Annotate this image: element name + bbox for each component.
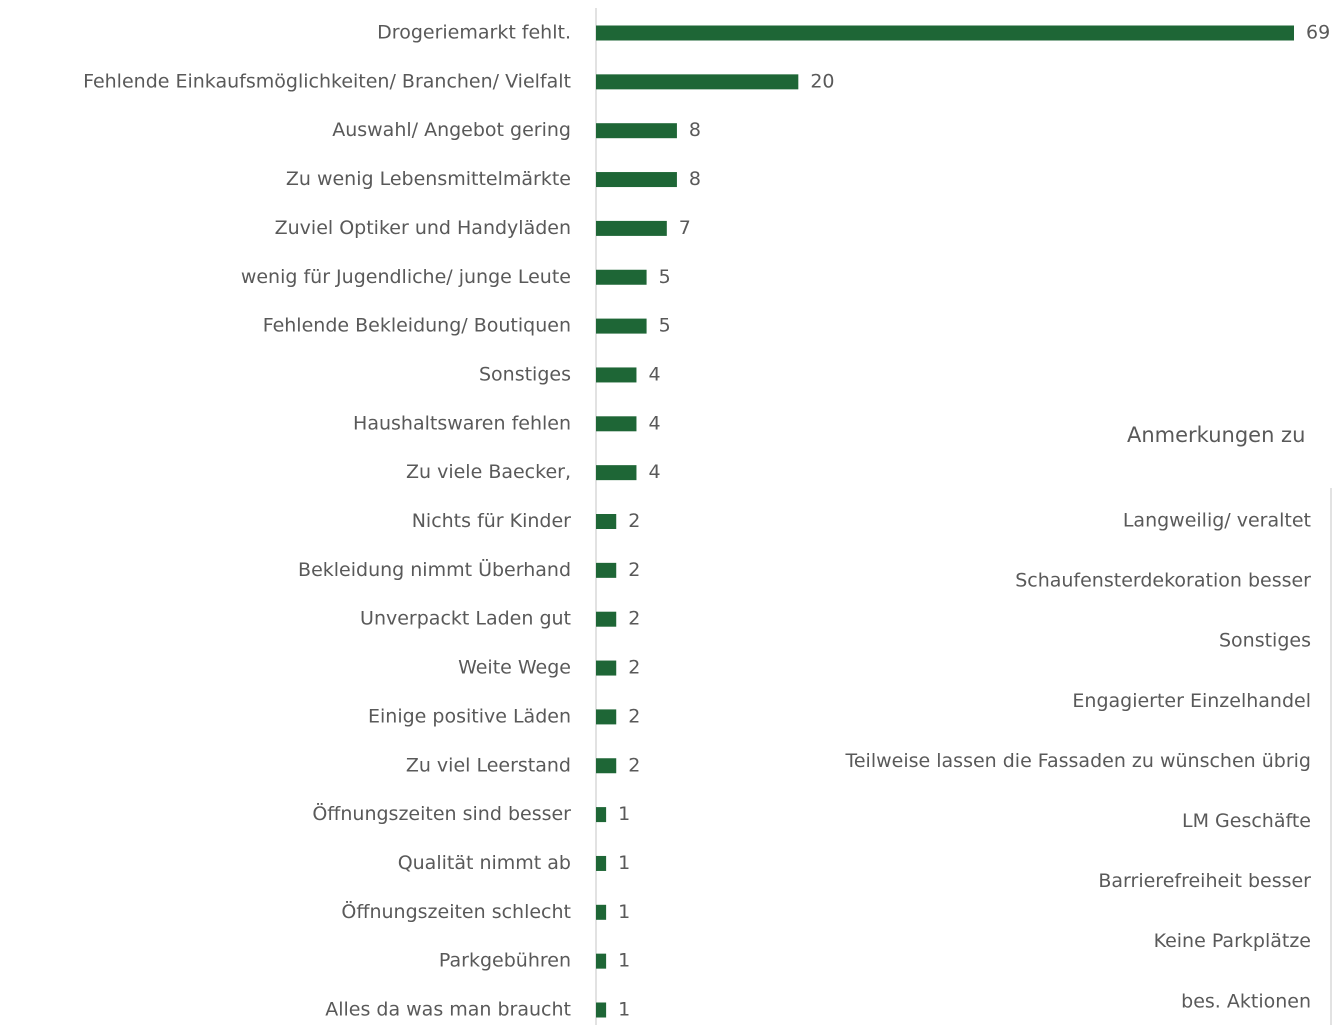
bar (596, 611, 617, 627)
category-label: Langweilig/ veraltet (1123, 510, 1311, 532)
category-label: Einige positive Läden (368, 705, 571, 727)
bar (596, 1002, 607, 1018)
bar (596, 269, 647, 285)
value-label: 2 (628, 608, 640, 630)
value-label: 2 (628, 510, 640, 532)
category-label: Öffnungszeiten sind besser (312, 802, 571, 825)
category-label: Alles da was man braucht (325, 999, 571, 1021)
bar (596, 318, 647, 334)
category-label: Teilweise lassen die Fassaden zu wünsche… (844, 750, 1311, 772)
value-label: 4 (648, 412, 660, 434)
bar (596, 465, 637, 481)
category-label: Zu viel Leerstand (406, 754, 571, 776)
value-label: 7 (679, 217, 691, 239)
category-label: Haushaltswaren fehlen (353, 412, 571, 434)
category-label: Fehlende Bekleidung/ Boutiquen (263, 315, 571, 337)
value-label: 5 (659, 266, 671, 288)
category-label: Engagierter Einzelhandel (1072, 690, 1311, 712)
bar (596, 709, 617, 725)
category-label: Zu viele Baecker, (406, 461, 571, 483)
category-label: Bekleidung nimmt Überhand (298, 558, 571, 581)
category-label: Unverpackt Laden gut (360, 608, 571, 630)
bar (596, 220, 667, 236)
chart-title: Anmerkungen zu (1127, 423, 1305, 447)
bar (596, 74, 799, 90)
value-label: 1 (618, 803, 630, 825)
category-label: Schaufensterdekoration besser (1015, 570, 1311, 592)
bar (596, 807, 607, 823)
category-label: Keine Parkplätze (1154, 930, 1311, 952)
category-label: Sonstiges (1219, 630, 1311, 652)
value-label: 8 (689, 119, 701, 141)
value-label: 2 (628, 705, 640, 727)
value-label: 2 (628, 559, 640, 581)
bar (596, 660, 617, 676)
bar (596, 123, 677, 139)
value-label: 1 (618, 950, 630, 972)
category-label: Weite Wege (458, 657, 571, 679)
bar (596, 514, 617, 529)
value-label: 1 (618, 852, 630, 874)
bar (596, 367, 637, 383)
value-label: 4 (648, 363, 660, 385)
value-label: 4 (648, 461, 660, 483)
category-label: Auswahl/ Angebot gering (332, 119, 571, 141)
category-label: Parkgebühren (439, 950, 571, 972)
category-label: Qualität nimmt ab (398, 852, 571, 874)
category-label: Öffnungszeiten schlecht (341, 900, 571, 923)
value-label: 1 (618, 901, 630, 923)
bar (596, 904, 607, 920)
category-label: LM Geschäfte (1182, 810, 1311, 832)
value-label: 20 (810, 70, 834, 92)
category-label: Zu wenig Lebensmittelmärkte (286, 168, 571, 190)
category-label: Barrierefreiheit besser (1098, 870, 1311, 892)
category-label: Sonstiges (479, 363, 571, 385)
category-label: Drogeriemarkt fehlt. (377, 22, 571, 44)
value-label: 5 (659, 315, 671, 337)
bar (596, 25, 1294, 41)
bar (596, 758, 617, 774)
category-label: Fehlende Einkaufsmöglichkeiten/ Branchen… (83, 70, 571, 92)
bar (596, 855, 607, 871)
value-label: 1 (618, 999, 630, 1021)
bar (596, 172, 677, 188)
category-label: Nichts für Kinder (412, 510, 571, 532)
value-label: 69 (1306, 22, 1330, 44)
bar (596, 416, 637, 432)
category-label: Zuviel Optiker und Handyläden (275, 217, 571, 239)
bar (596, 953, 607, 969)
bar (596, 562, 617, 578)
category-label: bes. Aktionen (1181, 990, 1311, 1012)
value-label: 2 (628, 754, 640, 776)
category-label: wenig für Jugendliche/ junge Leute (241, 266, 571, 288)
value-label: 2 (628, 657, 640, 679)
value-label: 8 (689, 168, 701, 190)
